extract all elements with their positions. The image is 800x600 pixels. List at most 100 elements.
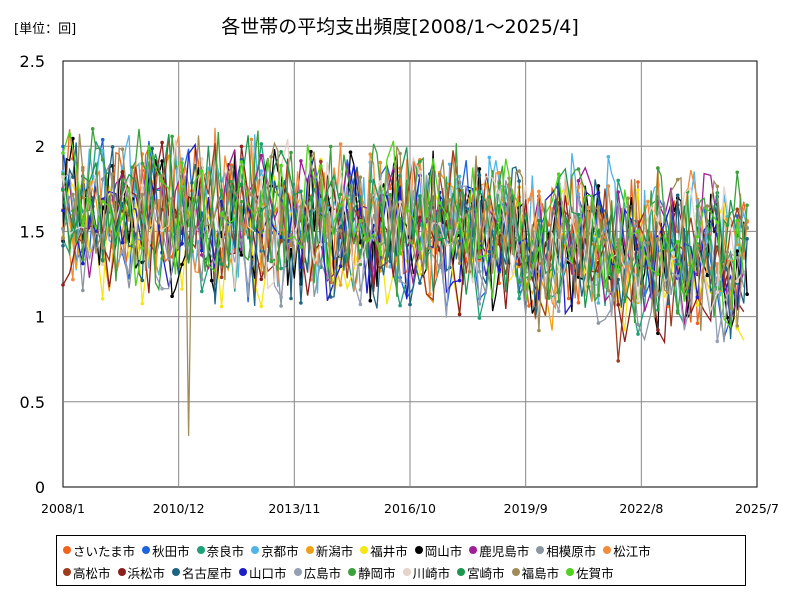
series-point <box>319 209 323 213</box>
series-point <box>636 322 640 327</box>
series-point <box>338 228 343 233</box>
series-point <box>150 196 154 200</box>
series-point <box>477 173 482 178</box>
series-point <box>428 292 432 297</box>
series-point <box>408 238 412 243</box>
series-point <box>200 253 204 257</box>
series-point <box>556 235 561 239</box>
legend-item: 福島市 <box>511 563 559 582</box>
legend-item: 岡山市 <box>414 541 462 560</box>
series-point <box>239 199 244 204</box>
series-point <box>517 179 521 183</box>
series-point <box>646 199 650 204</box>
series-point <box>368 179 373 183</box>
series-point <box>180 242 184 246</box>
series-point <box>338 221 343 225</box>
series-point <box>537 328 541 333</box>
series-point <box>497 171 502 175</box>
series-point <box>200 157 204 161</box>
series-point <box>388 193 393 197</box>
series-point <box>200 277 204 282</box>
series-point <box>675 239 680 244</box>
series-point <box>537 247 541 251</box>
series-point <box>428 246 432 251</box>
series-point <box>616 190 620 194</box>
series-point <box>467 269 472 274</box>
x-tick-label: 2010/12 <box>153 501 205 516</box>
legend-label: 川崎市 <box>412 565 451 581</box>
series-point <box>656 210 660 215</box>
series-point <box>110 172 115 176</box>
series-point <box>289 296 293 301</box>
series-point <box>239 221 244 226</box>
series-point <box>81 168 85 173</box>
series-point <box>348 185 353 189</box>
series-point <box>487 249 492 254</box>
series-point <box>100 246 105 250</box>
series-point <box>666 290 670 295</box>
series-point <box>447 198 452 202</box>
series-point <box>229 179 234 184</box>
series-point <box>527 197 531 202</box>
legend-marker <box>402 568 411 576</box>
series-point <box>695 321 700 326</box>
series-point <box>61 188 65 192</box>
series-point <box>437 173 442 178</box>
legend-marker <box>293 568 302 576</box>
series-point <box>447 162 452 167</box>
series-point <box>735 324 739 328</box>
series-point <box>140 246 145 250</box>
series-point <box>299 205 303 209</box>
series-point <box>586 205 591 210</box>
series-point <box>289 247 293 252</box>
legend-marker <box>63 546 71 554</box>
series-point <box>61 151 65 155</box>
series-point <box>735 249 739 253</box>
series-point <box>586 231 591 236</box>
series-point <box>279 163 283 168</box>
series-point <box>517 169 521 173</box>
series-point <box>140 183 145 188</box>
series-point <box>596 293 601 298</box>
series-point <box>656 272 660 277</box>
series-point <box>715 290 720 294</box>
series-point <box>457 261 462 266</box>
series-point <box>378 160 383 165</box>
series-point <box>319 215 323 219</box>
legend-label: 名古屋市 <box>182 565 233 581</box>
series-point <box>328 295 333 299</box>
series-point <box>616 359 620 363</box>
series-point <box>636 299 640 303</box>
series-point <box>61 236 65 240</box>
series-point <box>239 253 244 257</box>
series-point <box>576 192 581 196</box>
y-tick-label: 0.5 <box>20 393 45 412</box>
y-tick-label: 1 <box>35 308 45 327</box>
series-point <box>100 199 105 204</box>
legend-item: 高松市 <box>63 563 111 582</box>
series-point <box>616 178 620 183</box>
series-point <box>477 316 482 320</box>
series-point <box>398 251 402 256</box>
legend-item: 広島市 <box>293 563 341 582</box>
series-point <box>636 263 640 268</box>
series-point <box>735 218 739 223</box>
series-point <box>388 259 393 264</box>
series-point <box>100 297 105 301</box>
series-point <box>745 292 749 297</box>
series-point <box>160 207 164 212</box>
series-point <box>279 228 283 232</box>
series-point <box>61 283 65 287</box>
series-point <box>437 265 442 270</box>
legend-label: 山口市 <box>249 565 287 581</box>
series-point <box>457 184 462 188</box>
series-point <box>606 184 611 188</box>
y-tick-label: 2.5 <box>20 52 45 71</box>
series-point <box>675 262 680 266</box>
legend-label: 京都市 <box>261 543 299 559</box>
y-tick-label: 2 <box>35 137 45 156</box>
series-point <box>497 190 502 195</box>
series-point <box>219 188 224 193</box>
series-point <box>418 272 422 276</box>
legend-item: 相模原市 <box>536 541 596 560</box>
